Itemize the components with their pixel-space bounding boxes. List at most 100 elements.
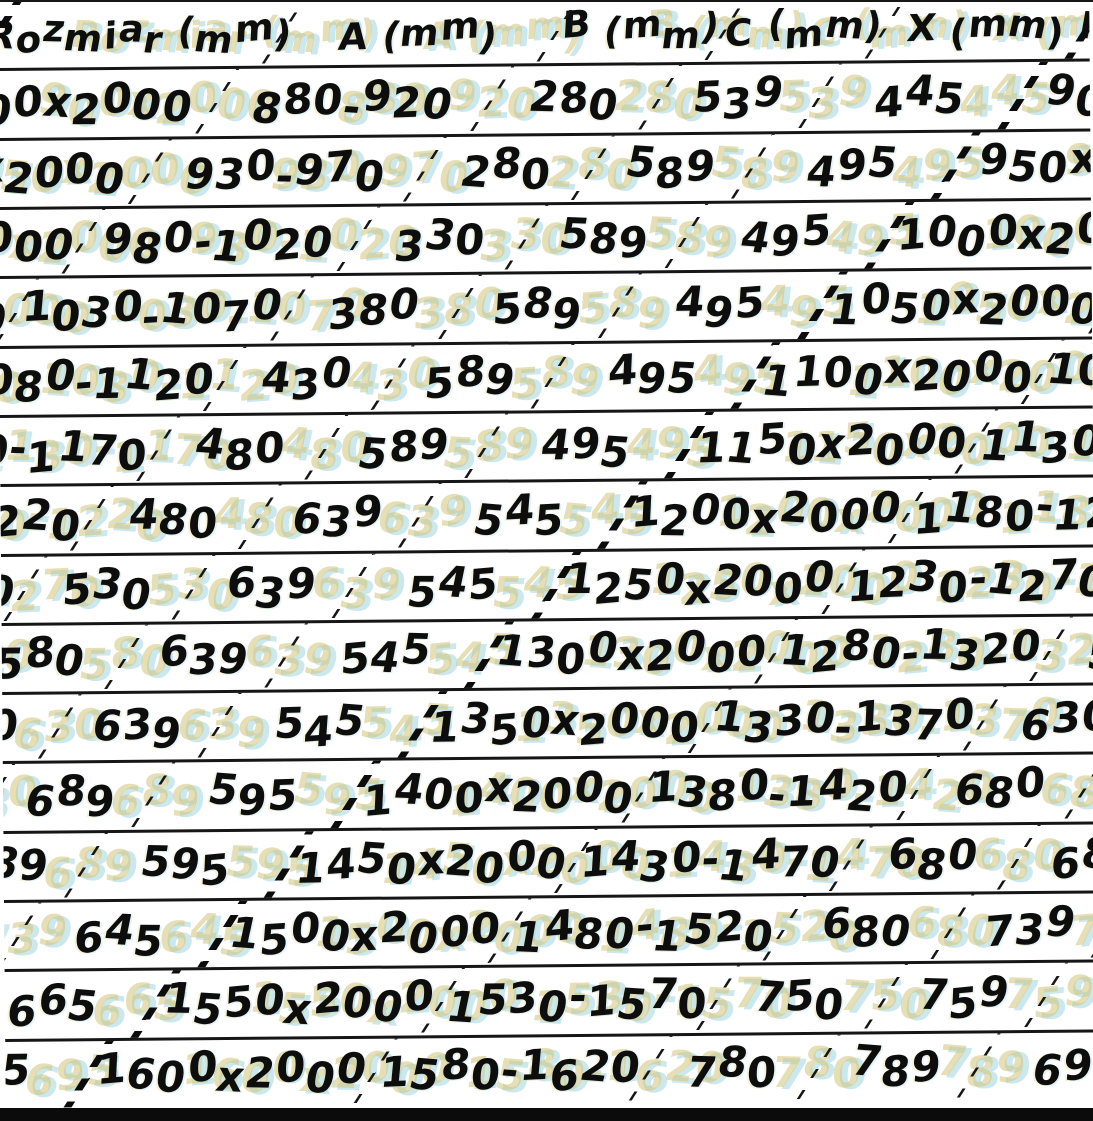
- cell-text: 545: [339, 624, 437, 685]
- row-copy: 950x2000950x2000930-970930-9702802805895…: [0, 128, 988, 207]
- cell-text: 930-970: [180, 139, 388, 202]
- cell-text: 1330-1370: [710, 687, 978, 752]
- cell-text: 1550x2000: [160, 969, 436, 1035]
- cell-text: 589: [621, 136, 720, 200]
- cell-text: 739: [983, 895, 1082, 957]
- cell-text: 495: [803, 137, 904, 197]
- cell-text: 689: [1048, 828, 1093, 890]
- cell-text: 1130-1170: [976, 411, 1093, 473]
- cell-text: 1200x2000: [629, 481, 906, 546]
- cell-text: 595: [137, 836, 233, 897]
- cell-text: 445: [873, 65, 971, 128]
- cell-text: 280: [525, 71, 623, 130]
- table-cell: 1350x20001350x2000: [422, 689, 786, 758]
- table-cell: 1 5 3 0-1 5 7 0 1530-1570: [441, 966, 795, 1035]
- cell-text: 589: [353, 419, 454, 479]
- cell-text: 759: [914, 966, 1015, 1030]
- row-copy: 1050x20001050x20001030-10701030-10703803…: [0, 266, 853, 346]
- table-cell: 1330-13701330-1370: [707, 687, 1062, 756]
- cell-text: X (mm): [905, 1, 1068, 55]
- row-copy: 1300x20001300x20001280-13201280-13205805…: [457, 613, 1093, 693]
- row-copy: 1400x20001400x20001380-14201380-14206806…: [2, 754, 387, 831]
- cell-text: 780: [682, 1037, 779, 1099]
- cell-text: 589: [555, 208, 651, 268]
- row-copy: 1100x20001100x20001080-11201080-11204304…: [0, 336, 787, 415]
- cell-text: 1150x2000: [693, 412, 969, 475]
- cell-text: 1250x2000: [561, 551, 840, 616]
- cell-text: 689: [3, 837, 52, 891]
- table-cell: 1 1 5 0 x 2 0 0 0 1150x2000: [689, 409, 1053, 478]
- cell-text: 1580-1620: [378, 1039, 644, 1102]
- cell-text: 695: [1028, 1036, 1093, 1096]
- cell-text: 639: [224, 557, 320, 620]
- table-cell: 1 4 5 0 x 2 0 0 0 1450x2000: [288, 829, 656, 898]
- cell-text: 1530-1570: [442, 968, 710, 1033]
- table-cell: 1230-12701230-1270: [1, 556, 106, 623]
- table-cell: 1 2 0 0 x 2 0 0 0 1200x2000: [622, 479, 990, 548]
- cell-text: 539: [690, 66, 790, 129]
- cell-text: 1300x2000: [491, 621, 769, 685]
- row-copy: 1200x20001200x20001180-12201180-12204804…: [0, 475, 652, 554]
- cell-text: 330: [391, 208, 488, 271]
- cell-text: 545: [469, 484, 568, 546]
- table-top-border: [0, 0, 1093, 2]
- row-copy: 1050x20001050x20001030-10701030-10703803…: [791, 266, 1093, 346]
- table-cell: 1000x20001000x2000: [889, 200, 1092, 269]
- table-cell: 1230-12701230-1270: [841, 547, 1093, 616]
- cell-text: 1030-1070: [20, 278, 289, 343]
- table-cell: 1430-14701430-1470: [573, 826, 931, 895]
- row-copy: 1300x20001300x20001280-13201280-13205805…: [2, 615, 521, 693]
- header-row: Rozmiar (mm)Rozmiar (mm)A (mm)A (mm)B (m…: [0, 0, 1090, 69]
- table-cell: 8 8 0-9 2 0 880-920: [215, 67, 542, 136]
- cell-text: 545: [404, 556, 501, 617]
- table-cell: 1 1 0 0 x 2 0 0 0 1100x2000: [755, 339, 1093, 408]
- cell-text: 1000x2000: [0, 211, 79, 271]
- row-copy: 1100x20001100x20001080-11201080-11204304…: [724, 336, 1093, 415]
- row-copy: 1450x20001450x20001430-14701430-14706806…: [257, 821, 1093, 901]
- table-cell: 930-970930-970: [147, 137, 473, 206]
- table-cell: 1300x20001300x2000: [489, 619, 854, 688]
- cell-text: A (mm): [336, 2, 502, 59]
- cell-text: 280: [455, 138, 553, 201]
- cell-text: 1180-1220: [0, 489, 85, 551]
- cell-text: 495: [538, 416, 636, 478]
- cell-text: C (mm): [724, 1, 887, 58]
- cell-text: 1000x2000: [895, 201, 1092, 267]
- cell-text: 495: [672, 276, 768, 338]
- table-cell: 1600x20001600x2000: [88, 1038, 455, 1107]
- table-cell: 1380-14201380-1420: [641, 756, 997, 825]
- cell-text: 1380-1420: [647, 759, 912, 822]
- row-copy: 1350x20001350x20001330-13701330-13706306…: [391, 682, 1093, 762]
- cell-text: 630: [1015, 690, 1093, 751]
- cell-text: 1180-1220: [912, 479, 1093, 544]
- cell-text: 595: [203, 763, 302, 826]
- cell-text: B (mm): [560, 1, 725, 57]
- cell-text: 789: [846, 1035, 944, 1097]
- table-cell: 1480-15201480-1520: [507, 896, 863, 965]
- cell-text: 495: [736, 204, 835, 266]
- table-row: 1150x20001150x20001130-11701130-11704804…: [0, 405, 1093, 485]
- table-row: 1300x20001300x20001280-13201280-13205805…: [1, 613, 1093, 693]
- table-cell: 1250x20001250x2000: [556, 549, 924, 618]
- cell-text: 430: [257, 347, 358, 411]
- cell-text: 665: [4, 974, 104, 1037]
- cell-text: 545: [272, 694, 372, 758]
- cell-text: 1350x2000: [426, 692, 702, 755]
- cell-text: 645: [72, 904, 168, 966]
- header-cell: Rozmiar (mm)Rozmiar (mm): [0, 0, 380, 68]
- row-copy: 1550x20001550x20001530-15701530-15707507…: [4, 971, 189, 1039]
- row-copy: 1450x20001450x20001430-14701430-14706806…: [3, 824, 317, 901]
- cell-text: 680: [819, 897, 917, 958]
- table-row: 1050x20001050x20001030-10701030-10703803…: [0, 266, 1093, 346]
- cell-text: 980-1020: [102, 209, 339, 274]
